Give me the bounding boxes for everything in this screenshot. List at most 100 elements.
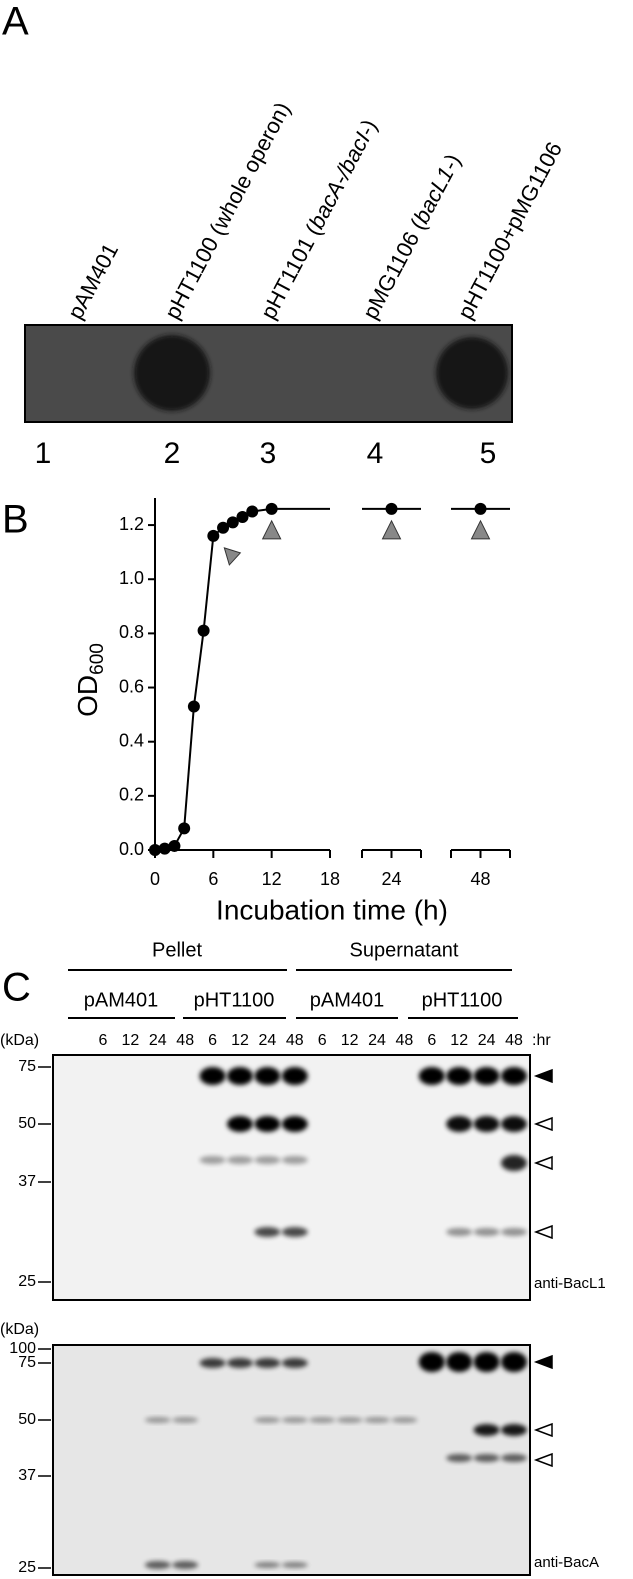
band	[501, 1424, 527, 1436]
strain-label-part: pHT1100+pMG1106	[452, 138, 566, 323]
time-label: 6	[99, 1032, 108, 1049]
band	[473, 1228, 500, 1236]
unit-label: (kDa)	[0, 1032, 39, 1049]
band-arrow	[533, 1224, 553, 1240]
band	[446, 1116, 473, 1132]
y-tick-label: 1.0	[119, 568, 144, 588]
band	[501, 1067, 527, 1085]
blot	[52, 1054, 531, 1301]
band	[281, 1067, 308, 1085]
y-axis-label: OD600	[72, 643, 108, 717]
band	[418, 1352, 445, 1372]
band-arrow	[533, 1116, 553, 1132]
time-label: 48	[396, 1032, 414, 1049]
time-label: 24	[259, 1032, 277, 1049]
time-label: 48	[176, 1032, 194, 1049]
strain-label-part: bacA-/bacI-	[304, 122, 379, 233]
band	[391, 1417, 418, 1423]
plasmid-label: pHT1100	[194, 989, 275, 1011]
time-label: 6	[427, 1032, 436, 1049]
x-tick-label: 6	[208, 869, 218, 889]
marker-label: 50	[18, 1411, 36, 1428]
time-label: 12	[231, 1032, 249, 1049]
data-point	[187, 700, 200, 713]
x-tick-label: 12	[262, 869, 282, 889]
strain-label-part: pHT1101 (	[255, 220, 325, 323]
band	[501, 1116, 527, 1132]
band	[364, 1417, 390, 1423]
band	[227, 1358, 253, 1368]
y-axis-label-main: OD	[72, 675, 103, 717]
marker-label: 25	[18, 1273, 36, 1290]
band	[144, 1417, 171, 1423]
x-axis-label: Incubation time (h)	[216, 894, 448, 925]
marker-label: 50	[18, 1115, 36, 1132]
y-tick-label: 0.0	[119, 839, 144, 859]
x-tick-label: 0	[150, 869, 160, 889]
time-label: 6	[208, 1032, 217, 1049]
band	[309, 1417, 336, 1423]
y-tick-label: 0.2	[119, 785, 144, 805]
band	[172, 1417, 199, 1423]
data-point	[246, 505, 259, 518]
lane-number: 1	[35, 437, 52, 470]
marker-label: 75	[18, 1058, 36, 1075]
panel-label: B	[2, 498, 29, 542]
time-label: 12	[122, 1032, 140, 1049]
plasmid-label: pAM401	[84, 989, 159, 1011]
panel-b: B 0.0 0.2 0.4 0.6 0.8 1.0 1.2 0 6 12 18 24 48 OD600 Inc…	[2, 498, 511, 925]
x-tick-label: 18	[320, 869, 340, 889]
y-tick-label: 1.2	[119, 514, 144, 534]
band	[473, 1116, 500, 1132]
band	[254, 1417, 281, 1423]
band	[473, 1424, 500, 1436]
marker-label: 100	[9, 1340, 36, 1357]
data-point	[236, 510, 249, 523]
band	[144, 1561, 171, 1569]
time-label: 24	[478, 1032, 496, 1049]
data-point	[178, 822, 191, 835]
sampling-arrow	[470, 519, 491, 540]
band	[254, 1067, 281, 1085]
marker-label: 25	[18, 1559, 36, 1576]
band	[473, 1067, 500, 1085]
band-arrow	[533, 1155, 553, 1171]
band	[281, 1116, 308, 1132]
band	[254, 1358, 281, 1368]
data-point	[149, 844, 161, 856]
band	[227, 1156, 253, 1164]
strain-label-part: pAM401	[62, 239, 123, 323]
band	[254, 1156, 281, 1164]
y-tick-label: 0.8	[119, 622, 144, 642]
x-tick-label: 48	[470, 869, 490, 889]
band	[227, 1116, 253, 1132]
time-label: 48	[286, 1032, 304, 1049]
time-unit: :hr	[532, 1032, 551, 1049]
unit-label: (kDa)	[0, 1321, 39, 1338]
band	[281, 1562, 308, 1568]
band	[446, 1454, 473, 1462]
time-label: 24	[149, 1032, 167, 1049]
time-label: 6	[318, 1032, 327, 1049]
band	[199, 1156, 226, 1164]
band	[199, 1358, 226, 1368]
time-label: 12	[341, 1032, 359, 1049]
data-point	[474, 502, 487, 515]
data-point	[265, 502, 278, 515]
band	[418, 1067, 445, 1085]
data-point	[217, 521, 230, 534]
band	[446, 1228, 473, 1236]
band	[281, 1358, 308, 1368]
sampling-arrow	[223, 547, 242, 566]
inhibition-zone	[436, 337, 508, 409]
lane-number: 3	[260, 437, 277, 470]
data-point	[207, 529, 220, 542]
band	[199, 1067, 226, 1085]
lane-number: 2	[164, 437, 181, 470]
antibody-label: anti-BacA	[534, 1554, 599, 1571]
band	[254, 1116, 281, 1132]
data-point	[168, 839, 181, 852]
panel-label: A	[2, 0, 29, 44]
strain-label: pHT1100+pMG1106	[452, 138, 566, 323]
